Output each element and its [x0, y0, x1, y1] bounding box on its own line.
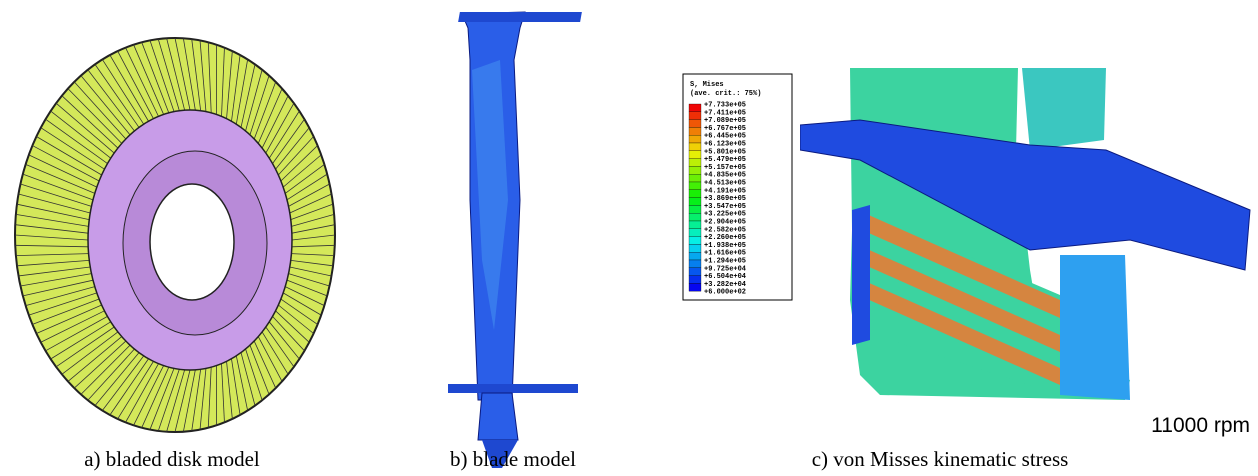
- legend-level: +6.123e+05: [704, 141, 746, 149]
- page: {"figure": { "captions": ["a) bladed dis…: [0, 0, 1258, 476]
- legend-level: +1.938e+05: [704, 242, 746, 250]
- legend-level: +6.445e+05: [704, 133, 746, 141]
- legend-level: +4.191e+05: [704, 187, 746, 195]
- legend-level: +2.260e+05: [704, 234, 746, 242]
- legend-level: +4.835e+05: [704, 172, 746, 180]
- legend-swatch: [689, 151, 701, 159]
- legend-swatch: [689, 120, 701, 128]
- caption: c) von Misses kinematic stress: [812, 447, 1069, 471]
- blade-model: [448, 12, 582, 468]
- legend-swatch: [689, 127, 701, 135]
- legend-level: +1.616e+05: [704, 250, 746, 258]
- legend-swatch: [689, 229, 701, 237]
- figure: S, Mises (ave. crit.: 75%) +7.733e+05+7.…: [0, 0, 1258, 476]
- legend-level: +6.504e+04: [704, 273, 746, 281]
- legend-level: +5.157e+05: [704, 164, 746, 172]
- legend-level: +3.282e+04: [704, 281, 746, 289]
- legend-swatch: [689, 174, 701, 182]
- legend-level: +5.479e+05: [704, 156, 746, 164]
- legend-swatch: [689, 190, 701, 198]
- legend-level: +5.801e+05: [704, 148, 746, 156]
- legend-level: +7.733e+05: [704, 102, 746, 110]
- legend-level: +3.225e+05: [704, 211, 746, 219]
- legend-level: +6.000e+02: [704, 289, 746, 297]
- legend-scale: +7.733e+05+7.411e+05+7.089e+05+6.767e+05…: [689, 102, 746, 297]
- legend-swatch: [689, 166, 701, 174]
- legend-swatch: [689, 112, 701, 120]
- legend-subtitle: (ave. crit.: 75%): [690, 90, 761, 98]
- legend-swatch: [689, 244, 701, 252]
- legend-swatch: [689, 283, 701, 291]
- legend-swatch: [689, 135, 701, 143]
- legend-swatch: [689, 237, 701, 245]
- legend-swatch: [689, 198, 701, 206]
- legend-swatch: [689, 143, 701, 151]
- legend-level: +3.547e+05: [704, 203, 746, 211]
- legend-swatch: [689, 159, 701, 167]
- legend-level: +7.411e+05: [704, 109, 746, 117]
- legend-swatch: [689, 205, 701, 213]
- legend-level: +1.294e+05: [704, 258, 746, 266]
- legend-level: +4.513e+05: [704, 180, 746, 188]
- legend-swatch: [689, 182, 701, 190]
- legend-swatch: [689, 268, 701, 276]
- legend-swatch: [689, 276, 701, 284]
- disk-model: [15, 38, 335, 432]
- legend-level: +6.767e+05: [704, 125, 746, 133]
- caption: a) bladed disk model: [84, 447, 260, 471]
- legend-level: +7.089e+05: [704, 117, 746, 125]
- legend-swatch: [689, 221, 701, 229]
- legend-level: +2.904e+05: [704, 219, 746, 227]
- legend-swatch: [689, 104, 701, 112]
- caption: b) blade model: [450, 447, 576, 471]
- legend-level: +9.725e+04: [704, 265, 746, 273]
- legend-level: +3.869e+05: [704, 195, 746, 203]
- legend-level: +2.582e+05: [704, 226, 746, 234]
- legend-swatch: [689, 260, 701, 268]
- legend-swatch: [689, 213, 701, 221]
- legend-title: S, Mises: [690, 81, 724, 89]
- legend-swatch: [689, 252, 701, 260]
- stress-plot: [800, 68, 1250, 400]
- speed-label: 11000 rpm: [1151, 414, 1250, 437]
